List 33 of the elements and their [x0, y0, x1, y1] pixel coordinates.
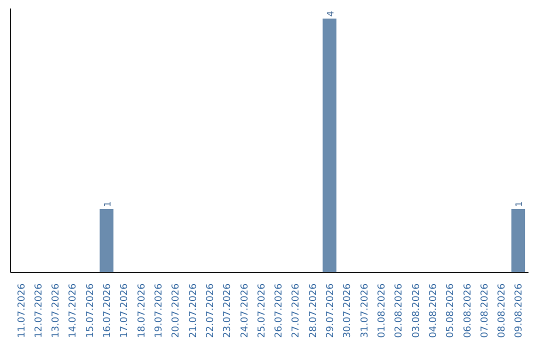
x-tick-label: 01.08.2026 [376, 283, 388, 338]
x-tick-label: 07.08.2026 [479, 283, 490, 338]
x-tick-label: 16.07.2026 [102, 283, 114, 338]
x-tick-label: 05.08.2026 [445, 283, 456, 338]
x-tick-label: 30.07.2026 [342, 283, 354, 338]
x-tick-label: 29.07.2026 [325, 283, 336, 338]
x-tick-label: 18.07.2026 [136, 283, 148, 338]
data-label: 1 [515, 201, 526, 208]
x-tick-label: 20.07.2026 [170, 283, 182, 338]
x-tick-label: 03.08.2026 [410, 283, 422, 338]
x-tick-label: 14.07.2026 [68, 283, 79, 338]
data-label: 4 [326, 10, 337, 17]
x-tick-label: 08.08.2026 [496, 283, 508, 338]
x-tick-label: 22.07.2026 [204, 283, 216, 338]
x-tick-label: 09.08.2026 [514, 283, 525, 338]
x-tick-label: 17.07.2026 [119, 283, 130, 338]
data-label: 1 [104, 201, 114, 208]
x-tick-label: 06.08.2026 [462, 283, 474, 338]
x-tick-label: 27.07.2026 [290, 283, 302, 338]
x-tick-label: 31.07.2026 [359, 283, 370, 338]
x-tick-label: 28.07.2026 [308, 283, 319, 338]
x-tick-label: 26.07.2026 [274, 283, 285, 338]
x-tick-label: 13.07.2026 [50, 283, 62, 338]
x-tick-label: 25.07.2026 [256, 283, 268, 338]
x-tick-label: 12.07.2026 [33, 283, 44, 338]
x-tick-label: 04.08.2026 [428, 283, 439, 338]
x-tick-label: 02.08.2026 [394, 283, 405, 338]
x-tick-label: 19.07.2026 [154, 283, 165, 338]
x-tick-label: 11.07.2026 [16, 283, 28, 338]
x-tick-label: 23.07.2026 [222, 283, 234, 338]
x-tick-label: 15.07.2026 [84, 283, 96, 338]
x-tick-label: 21.07.2026 [188, 283, 199, 338]
x-tick-label: 24.07.2026 [239, 283, 250, 338]
